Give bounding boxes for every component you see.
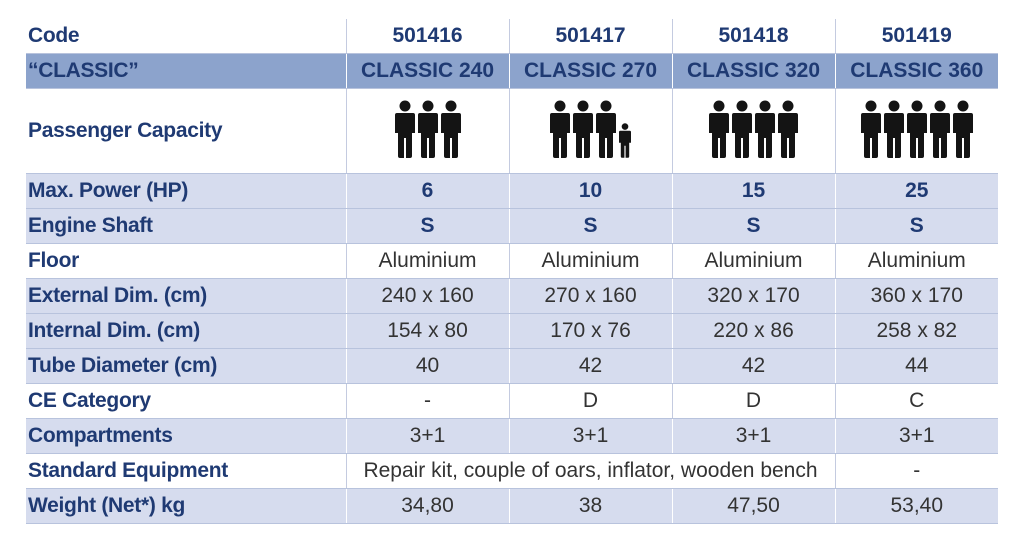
- value-cell: 3+1: [508, 418, 672, 454]
- code-cell: 501416: [345, 19, 509, 54]
- person-icon: [440, 100, 461, 158]
- weight-row: Weight (Net*) kg 34,80 38 47,50 53,40: [26, 488, 998, 524]
- shaft-row: Engine Shaft S S S S: [26, 208, 998, 244]
- person-icon: [732, 100, 752, 158]
- value-cell: 38: [508, 488, 672, 524]
- tube-row: Tube Diameter (cm) 40 42 42 44: [26, 348, 998, 384]
- model-cell: CLASSIC 240: [345, 53, 509, 89]
- code-label: Code: [26, 19, 346, 54]
- passenger-figures: [709, 98, 798, 158]
- value-cell: 240 x 160: [345, 278, 509, 314]
- value-cell: S: [834, 208, 998, 244]
- value-cell: 360 x 170: [834, 278, 998, 314]
- person-icon: [952, 100, 973, 158]
- value-cell: 42: [671, 348, 835, 384]
- value-cell: 42: [508, 348, 672, 384]
- external-dim-row: External Dim. (cm) 240 x 160 270 x 160 3…: [26, 278, 998, 314]
- capacity-cell: [671, 88, 835, 174]
- ce-row: CE Category - D D C: [26, 383, 998, 419]
- value-cell: 270 x 160: [508, 278, 672, 314]
- equipment-row: Standard Equipment Repair kit, couple of…: [26, 453, 998, 489]
- model-label: “CLASSIC”: [26, 53, 346, 89]
- row-label: Standard Equipment: [26, 453, 346, 489]
- capacity-cell: [345, 88, 509, 174]
- value-cell: 34,80: [345, 488, 509, 524]
- row-label: CE Category: [26, 383, 346, 419]
- row-label: Floor: [26, 243, 346, 279]
- person-icon: [394, 100, 415, 158]
- value-cell: -: [834, 453, 998, 489]
- value-cell: S: [345, 208, 509, 244]
- person-icon: [778, 100, 798, 158]
- row-label: Tube Diameter (cm): [26, 348, 346, 384]
- value-cell: 3+1: [345, 418, 509, 454]
- child-icon: [619, 123, 631, 158]
- value-cell: 10: [508, 173, 672, 209]
- value-cell: 258 x 82: [834, 313, 998, 349]
- value-cell: 220 x 86: [671, 313, 835, 349]
- row-label: Compartments: [26, 418, 346, 454]
- person-icon: [417, 100, 438, 158]
- code-cell: 501418: [671, 19, 835, 54]
- power-row: Max. Power (HP) 6 10 15 25: [26, 173, 998, 209]
- value-cell: S: [671, 208, 835, 244]
- row-label: Weight (Net*) kg: [26, 488, 346, 524]
- value-cell: 320 x 170: [671, 278, 835, 314]
- value-cell: 170 x 76: [508, 313, 672, 349]
- value-cell: 154 x 80: [345, 313, 509, 349]
- value-cell: D: [508, 383, 672, 419]
- row-label: Engine Shaft: [26, 208, 346, 244]
- person-icon: [860, 100, 881, 158]
- passenger-figures: [860, 98, 973, 158]
- value-cell: 47,50: [671, 488, 835, 524]
- value-cell: C: [834, 383, 998, 419]
- passenger-figures: [394, 98, 461, 158]
- capacity-row: Passenger Capacity: [26, 88, 998, 174]
- value-cell: 15: [671, 173, 835, 209]
- value-cell: 25: [834, 173, 998, 209]
- code-cell: 501419: [834, 19, 998, 54]
- person-icon: [596, 100, 616, 158]
- value-cell: Aluminium: [671, 243, 835, 279]
- person-icon: [550, 100, 570, 158]
- equipment-shared-cell: Repair kit, couple of oars, inflator, wo…: [345, 453, 835, 489]
- person-icon: [906, 100, 927, 158]
- capacity-cell: [834, 88, 998, 174]
- value-cell: 53,40: [834, 488, 998, 524]
- value-cell: 3+1: [834, 418, 998, 454]
- model-row: “CLASSIC” CLASSIC 240 CLASSIC 270 CLASSI…: [26, 53, 998, 89]
- model-cell: CLASSIC 270: [508, 53, 672, 89]
- value-cell: Aluminium: [508, 243, 672, 279]
- code-cell: 501417: [508, 19, 672, 54]
- person-icon: [573, 100, 593, 158]
- value-cell: Aluminium: [834, 243, 998, 279]
- model-cell: CLASSIC 360: [834, 53, 998, 89]
- value-cell: 40: [345, 348, 509, 384]
- capacity-cell: [508, 88, 672, 174]
- code-row: Code 501416 501417 501418 501419: [26, 19, 998, 54]
- capacity-label: Passenger Capacity: [26, 88, 346, 174]
- person-icon: [883, 100, 904, 158]
- person-icon: [929, 100, 950, 158]
- row-label: External Dim. (cm): [26, 278, 346, 314]
- model-cell: CLASSIC 320: [671, 53, 835, 89]
- row-label: Internal Dim. (cm): [26, 313, 346, 349]
- spec-table: Code 501416 501417 501418 501419 “CLASSI…: [26, 19, 998, 524]
- compartments-row: Compartments 3+1 3+1 3+1 3+1: [26, 418, 998, 454]
- value-cell: 3+1: [671, 418, 835, 454]
- internal-dim-row: Internal Dim. (cm) 154 x 80 170 x 76 220…: [26, 313, 998, 349]
- value-cell: S: [508, 208, 672, 244]
- row-label: Max. Power (HP): [26, 173, 346, 209]
- person-icon: [755, 100, 775, 158]
- value-cell: 6: [345, 173, 509, 209]
- value-cell: -: [345, 383, 509, 419]
- passenger-figures: [550, 98, 631, 158]
- value-cell: Aluminium: [345, 243, 509, 279]
- floor-row: Floor Aluminium Aluminium Aluminium Alum…: [26, 243, 998, 279]
- person-icon: [709, 100, 729, 158]
- value-cell: D: [671, 383, 835, 419]
- value-cell: 44: [834, 348, 998, 384]
